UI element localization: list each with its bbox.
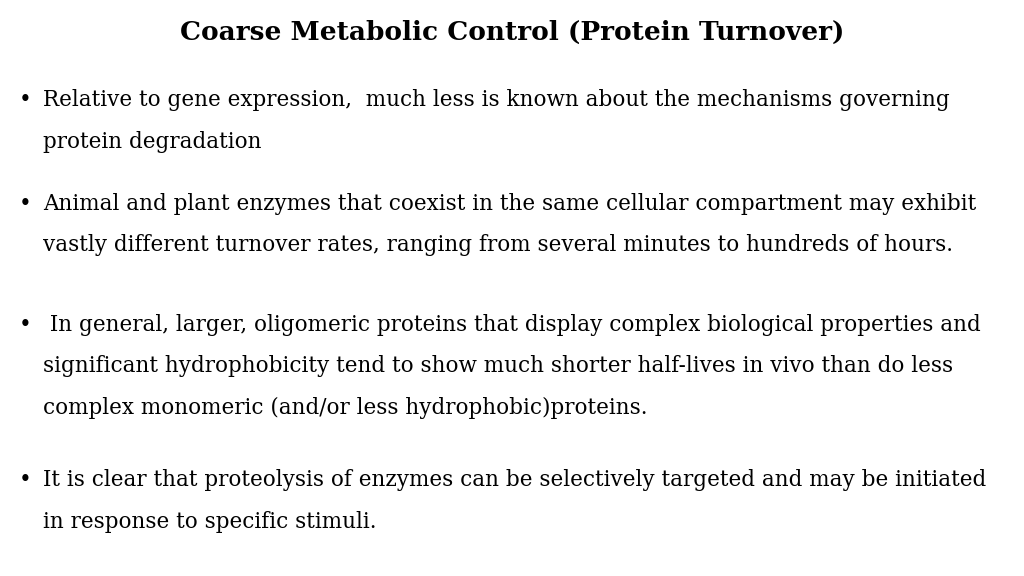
Text: Animal and plant enzymes that coexist in the same cellular compartment may exhib: Animal and plant enzymes that coexist in… [43,193,976,215]
Text: vastly different turnover rates, ranging from several minutes to hundreds of hou: vastly different turnover rates, ranging… [43,234,953,256]
Text: •: • [18,89,31,111]
Text: Relative to gene expression,  much less is known about the mechanisms governing: Relative to gene expression, much less i… [43,89,949,111]
Text: •: • [18,469,31,491]
Text: complex monomeric (and/or less hydrophobic)proteins.: complex monomeric (and/or less hydrophob… [43,397,647,419]
Text: In general, larger, oligomeric proteins that display complex biological properti: In general, larger, oligomeric proteins … [43,314,981,336]
Text: •: • [18,193,31,215]
Text: significant hydrophobicity tend to show much shorter half-lives in vivo than do : significant hydrophobicity tend to show … [43,355,953,377]
Text: It is clear that proteolysis of enzymes can be selectively targeted and may be i: It is clear that proteolysis of enzymes … [43,469,986,491]
Text: •: • [18,314,31,336]
Text: protein degradation: protein degradation [43,131,261,153]
Text: Coarse Metabolic Control (Protein Turnover): Coarse Metabolic Control (Protein Turnov… [180,20,844,45]
Text: in response to specific stimuli.: in response to specific stimuli. [43,511,377,533]
